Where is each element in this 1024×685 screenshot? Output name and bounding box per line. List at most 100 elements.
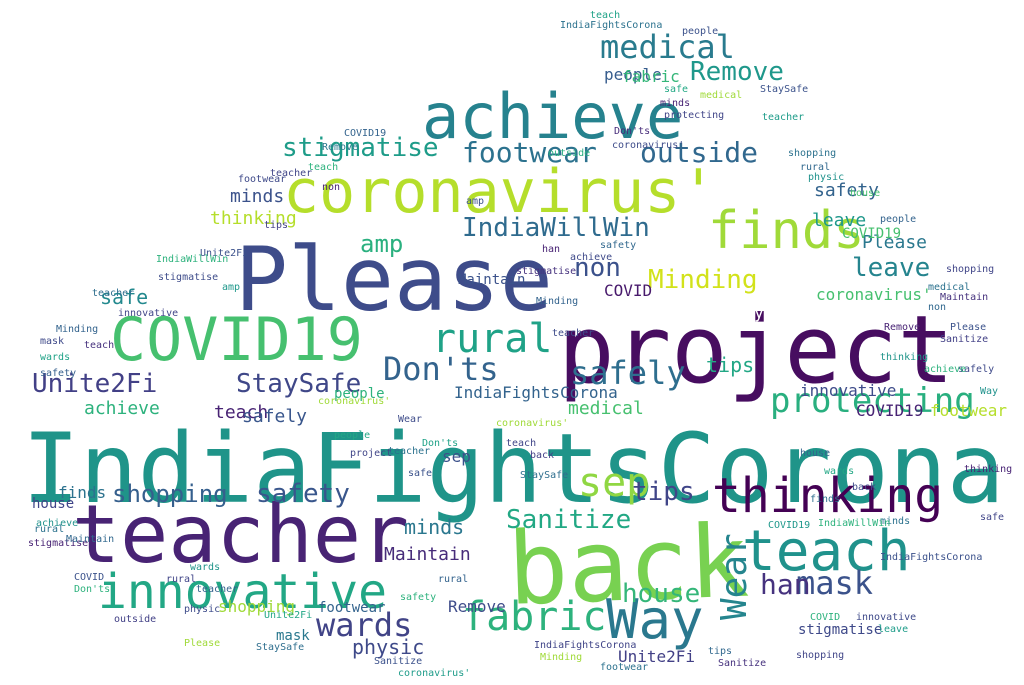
word-small: safety: [400, 592, 436, 603]
word-safely: safely: [570, 354, 686, 392]
word-small: Please: [950, 322, 986, 333]
word-thinking: thinking: [712, 468, 943, 524]
word-small: teach: [308, 162, 338, 173]
word-small: Minding: [540, 652, 582, 663]
word-footwear: footwear: [462, 136, 597, 169]
word-covid19-2: COVID19: [856, 401, 923, 420]
word-teach-2: teach: [214, 402, 268, 423]
word-safe: safe: [100, 285, 148, 309]
word-minds-2: minds: [230, 186, 284, 207]
word-small: safety: [600, 240, 636, 251]
word-teacher: teacher: [72, 488, 409, 581]
word-small: Way: [980, 386, 998, 397]
word-small: Wear: [398, 414, 422, 425]
word-small: Maintain: [940, 292, 988, 303]
word-way: Way: [606, 588, 704, 651]
word-wear: Wear: [714, 533, 755, 620]
word-small: coronavirus': [398, 668, 470, 679]
word-small: wards: [40, 352, 70, 363]
word-small: StaySafe: [760, 84, 808, 95]
word-small: medical: [700, 90, 742, 101]
word-small: teacher: [270, 168, 312, 179]
word-small: outside: [548, 148, 590, 159]
word-minding: Minding: [648, 265, 758, 295]
word-small: Minding: [56, 324, 98, 335]
word-maintain-2: Maintain: [458, 272, 525, 288]
word-small: house: [850, 188, 880, 199]
word-mask: mask: [796, 564, 873, 602]
word-innovative-2: innovative: [800, 381, 896, 400]
word-small: Sanitize: [940, 334, 988, 345]
word-india-will-win: IndiaWillWin: [462, 213, 650, 243]
word-stigmatise: stigmatise: [282, 133, 439, 163]
word-house: house: [622, 579, 700, 609]
word-small: minds: [660, 98, 690, 109]
word-small: outside: [114, 614, 156, 625]
word-small: rural: [800, 162, 830, 173]
word-remove-2: Remove: [448, 597, 506, 616]
word-india-fights-corona-2: IndiaFightsCorona: [454, 383, 618, 402]
word-small: wards: [190, 562, 220, 573]
word-small: physic: [184, 604, 220, 615]
word-finds-2: finds: [58, 483, 106, 502]
word-sanitize: Sanitize: [506, 505, 631, 535]
word-wards: wards: [316, 606, 412, 644]
word-footwear-2: footwear: [930, 401, 1007, 420]
word-small: IndiaWillWin: [156, 254, 228, 265]
word-innovative: innovative: [98, 564, 387, 620]
word-people: people: [604, 65, 662, 84]
word-tips-2: tips: [706, 353, 754, 377]
word-small: achieve: [924, 364, 966, 375]
word-small: IndiaWillWin: [818, 518, 890, 529]
word-leave-2: leave: [812, 210, 866, 231]
word-sep-2: sep: [442, 447, 471, 466]
word-small: amp: [222, 282, 240, 293]
word-thinking-2: thinking: [210, 208, 297, 229]
word-small: Unite2Fi: [264, 610, 312, 621]
word-india-fights-corona: IndiaFightsCorona: [22, 413, 1005, 525]
word-fabric: fabric: [462, 594, 607, 640]
word-small: rural: [438, 574, 468, 585]
word-small: rural: [34, 524, 64, 535]
word-remove: Remove: [690, 57, 784, 87]
word-small: stigmatise: [28, 538, 88, 549]
word-small: non: [322, 182, 340, 193]
word-small: safety: [40, 368, 76, 379]
word-safely-2: safely: [242, 406, 307, 427]
word-small: IndiaFightsCorona: [880, 552, 982, 563]
word-mask-2: mask: [276, 628, 310, 644]
word-finds: finds: [708, 201, 865, 261]
word-shopping: shopping: [112, 480, 228, 508]
word-non: non: [574, 253, 621, 283]
word-small: Don'ts: [614, 126, 650, 137]
word-small: teacher: [762, 112, 804, 123]
word-project: project: [558, 296, 954, 405]
word-small: Maintain: [66, 534, 114, 545]
word-small: teacher: [196, 584, 238, 595]
word-sep: sep: [578, 460, 650, 506]
word-han: han: [760, 568, 811, 601]
word-covid: COVID: [604, 281, 652, 300]
word-leave: leave: [852, 253, 930, 283]
small-words: IndiaFightsCorona teach people safe medi…: [28, 10, 1012, 679]
word-small: coronavirus': [612, 140, 684, 151]
word-small: Don'ts: [74, 584, 110, 595]
word-small: people: [880, 214, 916, 225]
word-please-2: Please: [862, 232, 927, 253]
word-safety-2: safety: [814, 180, 879, 201]
word-footwear-3: footwear: [318, 600, 385, 616]
word-people-2: people: [334, 386, 385, 402]
word-small: safe: [980, 512, 1004, 523]
word-coronavirus: coronavirus': [283, 157, 716, 227]
word-small: COVID19: [344, 128, 386, 139]
word-small: IndiaFightsCorona: [534, 640, 636, 651]
word-small: teach: [590, 10, 620, 21]
word-small: mask: [40, 336, 64, 347]
word-small: medical: [928, 282, 970, 293]
word-small: COVID: [810, 612, 840, 623]
word-small: Don'ts: [422, 438, 458, 449]
word-small: teach: [84, 340, 114, 351]
word-small: Sanitize: [374, 656, 422, 667]
word-small: shopping: [788, 148, 836, 159]
